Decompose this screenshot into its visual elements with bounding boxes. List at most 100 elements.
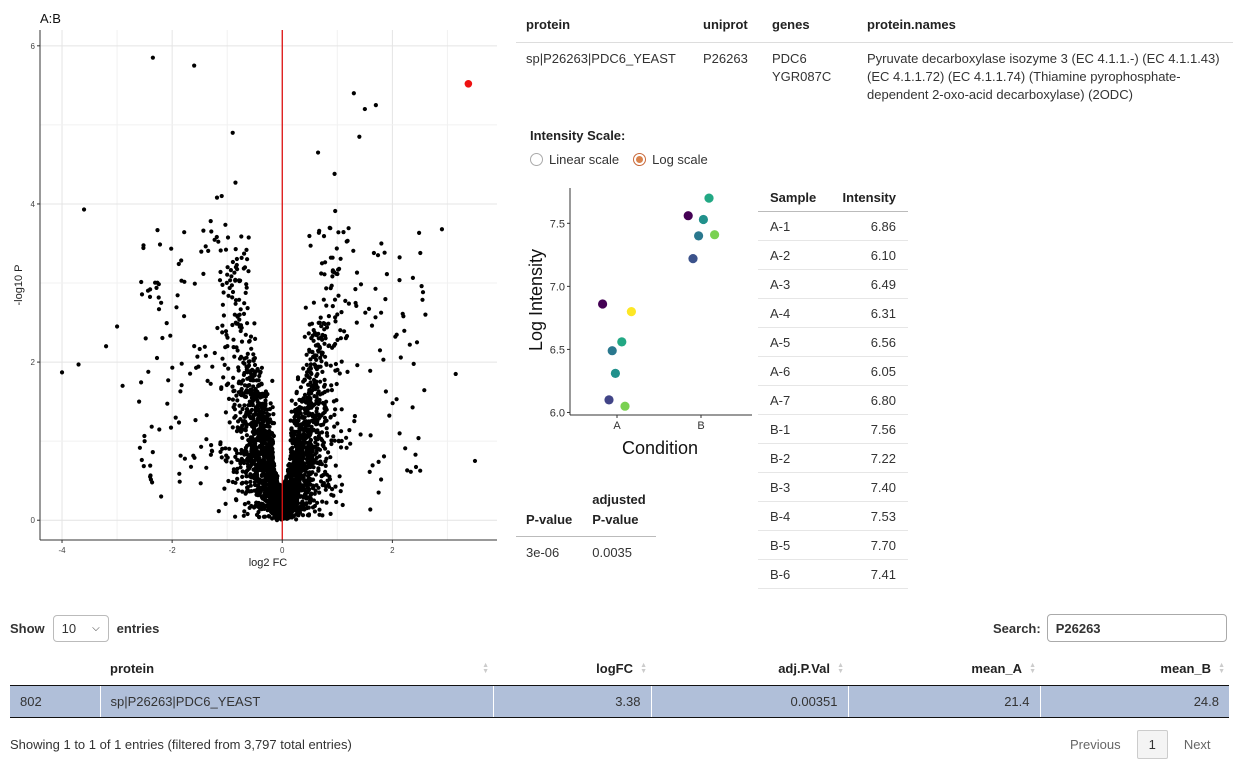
data-point: [289, 477, 294, 482]
data-point: [216, 509, 221, 514]
data-point: [293, 497, 299, 502]
data-point: [319, 436, 324, 441]
data-point: [305, 395, 310, 400]
data-point: [332, 171, 337, 177]
data-point: [328, 415, 333, 420]
previous-page-button[interactable]: Previous: [1070, 737, 1121, 752]
data-point: [220, 330, 225, 335]
page-length-select[interactable]: 10 ⌵: [52, 615, 109, 642]
data-point: [319, 271, 324, 276]
data-point: [246, 235, 251, 240]
radio-log-label[interactable]: Log scale: [652, 152, 708, 167]
data-point: [384, 272, 389, 277]
data-point: [337, 371, 342, 376]
header-protein: protein: [516, 10, 693, 43]
data-point: [308, 380, 313, 385]
data-point: [338, 336, 343, 341]
data-point: [312, 394, 317, 399]
data-point: [328, 255, 333, 260]
data-point: [235, 425, 240, 430]
data-point: [313, 472, 318, 477]
page-1-button[interactable]: 1: [1136, 730, 1168, 759]
search-input[interactable]: [1046, 614, 1227, 642]
data-point: [182, 456, 187, 461]
header-intensity: Intensity: [829, 183, 908, 212]
data-point: [390, 401, 395, 406]
data-point: [317, 490, 322, 495]
data-point: [346, 301, 351, 306]
column-header-mean-a[interactable]: mean_A ▲ ▼: [848, 652, 1040, 686]
data-point: [401, 314, 406, 319]
radio-log-scale[interactable]: [633, 153, 647, 166]
data-point: [414, 340, 420, 345]
data-point: [319, 359, 324, 364]
data-point: [268, 455, 273, 460]
data-point: [308, 450, 313, 455]
data-point: [309, 391, 314, 396]
data-point: [305, 477, 310, 482]
data-point: [302, 434, 307, 440]
data-point: [290, 441, 295, 446]
sample-intensity: 6.31: [829, 298, 908, 328]
data-point: [387, 413, 392, 418]
data-point: [398, 355, 403, 360]
data-point: [168, 333, 173, 338]
data-point: [328, 455, 333, 460]
table-row[interactable]: 802 sp|P26263|PDC6_YEAST 3.38 0.00351 21…: [10, 685, 1229, 718]
data-point: [397, 431, 402, 436]
data-point: [239, 447, 244, 453]
sort-icon: ▲ ▼: [482, 661, 489, 675]
data-point: [249, 407, 255, 412]
data-point: [322, 327, 327, 332]
data-point: [242, 356, 247, 361]
column-header-index[interactable]: [10, 652, 100, 686]
data-point: [248, 334, 254, 339]
data-point: [301, 444, 306, 450]
data-point: [139, 279, 144, 285]
y-tick-label: 0: [31, 516, 36, 525]
data-point: [239, 386, 244, 392]
data-point: [230, 259, 235, 265]
data-point: [235, 476, 240, 481]
data-point: [301, 452, 306, 457]
data-point: [218, 248, 223, 253]
intensity-scale-title: Intensity Scale:: [530, 128, 626, 143]
column-header-adjpval[interactable]: adj.P.Val ▲ ▼: [651, 652, 848, 686]
data-point: [344, 334, 350, 339]
column-header-mean-b[interactable]: mean_B ▲ ▼: [1040, 652, 1229, 686]
data-point: [156, 282, 161, 287]
data-point: [240, 435, 245, 440]
data-point: [284, 490, 289, 495]
data-point: [269, 478, 274, 483]
sample-point: [694, 231, 704, 241]
data-point: [331, 493, 336, 498]
data-point: [326, 482, 331, 487]
data-point: [188, 371, 193, 376]
column-header-protein[interactable]: protein ▲ ▼: [100, 652, 493, 686]
data-point: [315, 385, 320, 390]
data-point: [242, 509, 247, 514]
data-point: [304, 448, 310, 453]
data-point: [248, 378, 253, 383]
data-point: [331, 434, 336, 439]
data-point: [137, 445, 142, 450]
data-point: [276, 490, 281, 495]
column-header-logfc[interactable]: logFC ▲ ▼: [493, 652, 651, 686]
data-point: [319, 474, 324, 479]
data-point: [330, 274, 335, 279]
radio-linear-scale[interactable]: [530, 153, 543, 166]
data-point: [309, 405, 314, 410]
data-point: [324, 303, 329, 308]
data-point: [256, 514, 262, 520]
sample-point: [704, 193, 714, 203]
data-point: [420, 297, 425, 302]
page-length-value: 10: [61, 621, 77, 636]
data-point: [223, 345, 228, 350]
data-point: [326, 321, 331, 326]
data-point: [252, 482, 258, 487]
data-point: [182, 314, 187, 319]
data-point: [379, 310, 384, 315]
radio-linear-label[interactable]: Linear scale: [549, 152, 620, 167]
next-page-button[interactable]: Next: [1183, 737, 1211, 752]
data-point: [209, 448, 214, 453]
